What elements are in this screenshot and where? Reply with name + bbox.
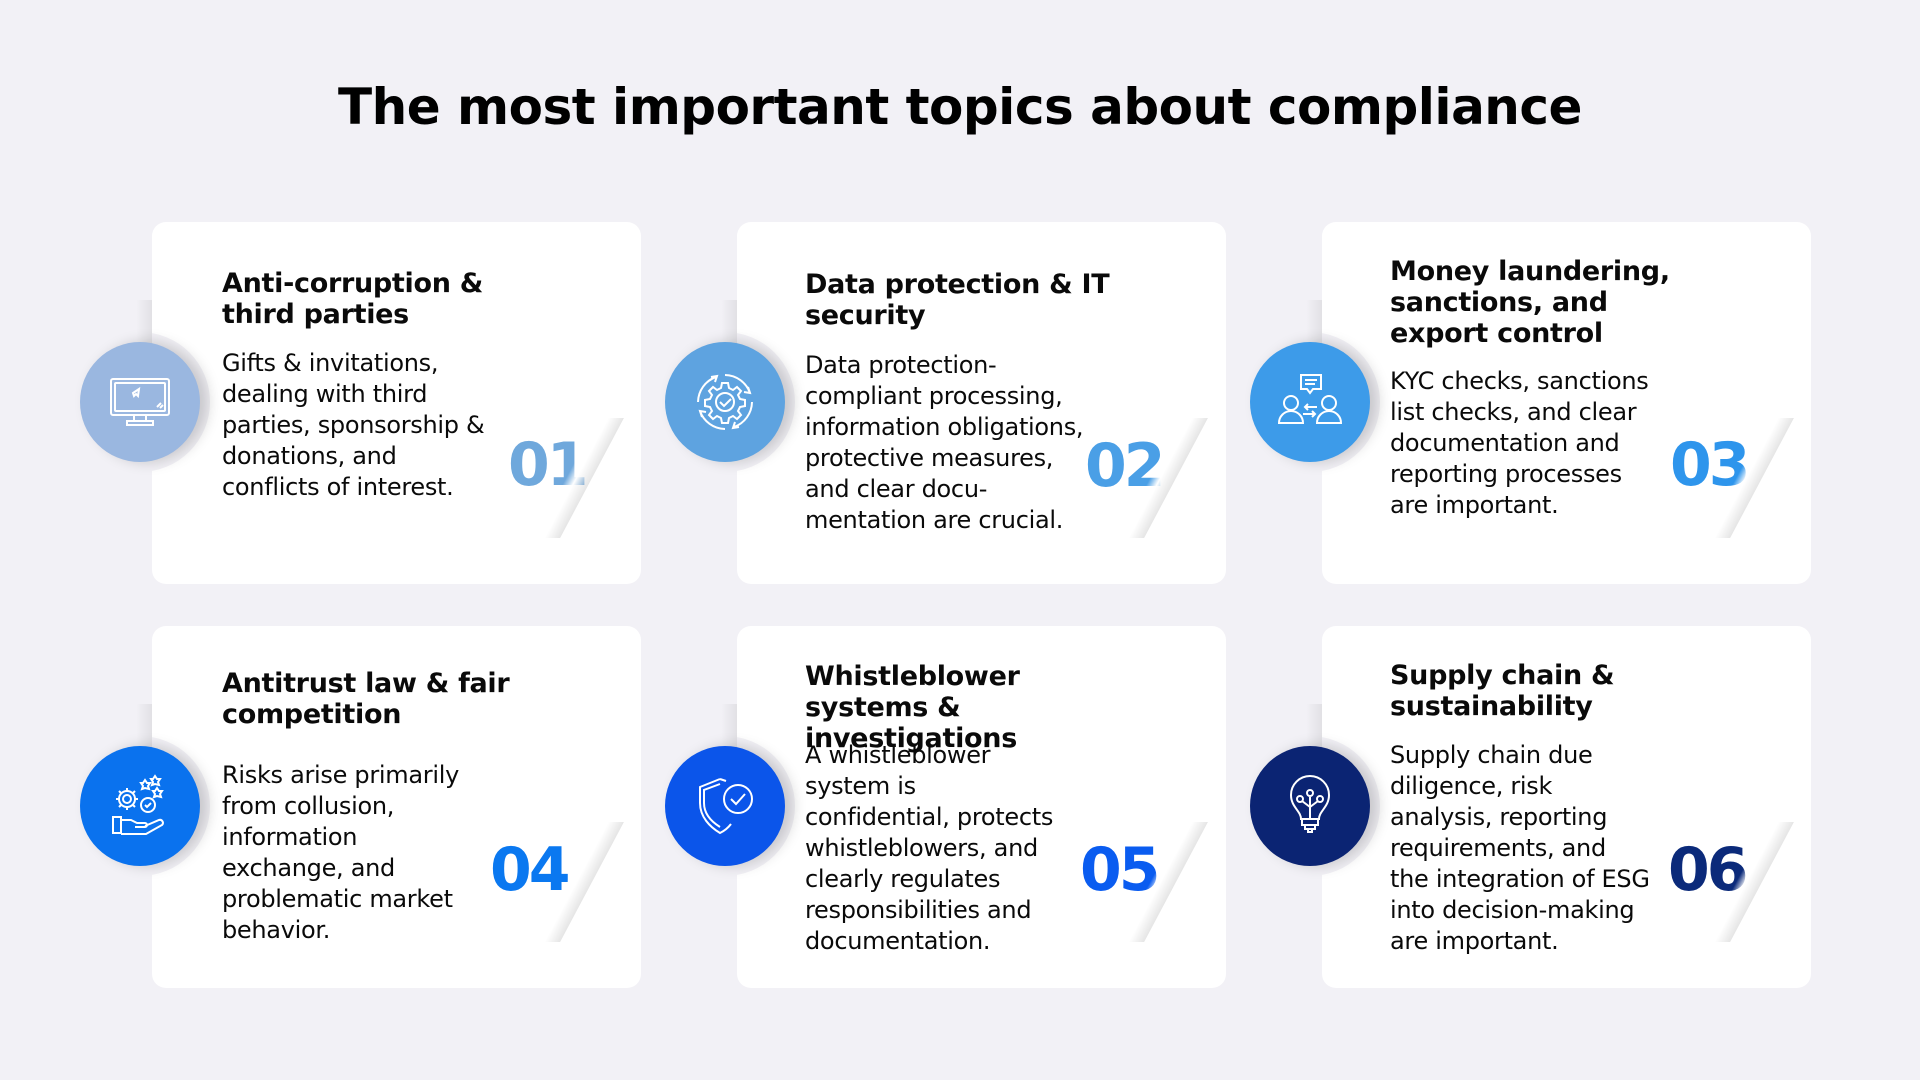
card-body: Supply chain due diligence, risk analysi… <box>1390 741 1650 955</box>
card-heading: Whistleblower systems & investigations <box>805 661 1020 754</box>
card-heading: Supply chain & sustainability <box>1390 660 1615 722</box>
icon-circle <box>665 746 785 866</box>
icon-circle <box>665 342 785 462</box>
card-heading: Data protection & IT security <box>805 269 1110 331</box>
card-body: Data protection- compliant processing, i… <box>805 351 1084 534</box>
icon-circle <box>80 342 200 462</box>
card-number: 04 <box>490 835 570 905</box>
card-heading: Antitrust law & fair competition <box>222 668 510 730</box>
icon-circle <box>1250 342 1370 462</box>
hand-gear-stars-icon <box>112 774 164 835</box>
page-title: The most important topics about complian… <box>338 78 1582 136</box>
gear-check-cycle-icon <box>697 374 753 430</box>
card-heading: Anti-corruption & third parties <box>222 268 483 330</box>
people-exchange-icon <box>1277 374 1343 424</box>
card-heading: Money laundering, sanctions, and export … <box>1390 256 1670 349</box>
lightbulb-circuit-icon <box>1289 775 1331 833</box>
card-body: Gifts & invitations, dealing with third … <box>222 349 485 501</box>
card-body: Risks arise primarily from collusion, in… <box>222 761 459 944</box>
shield-check-icon <box>699 778 753 835</box>
icon-circle <box>1250 746 1370 866</box>
card-body: A whistleblower system is confidential, … <box>805 741 1054 955</box>
card-body: KYC checks, sanctions list checks, and c… <box>1390 367 1649 519</box>
monitor-icon <box>110 378 170 426</box>
icon-circle <box>80 746 200 866</box>
